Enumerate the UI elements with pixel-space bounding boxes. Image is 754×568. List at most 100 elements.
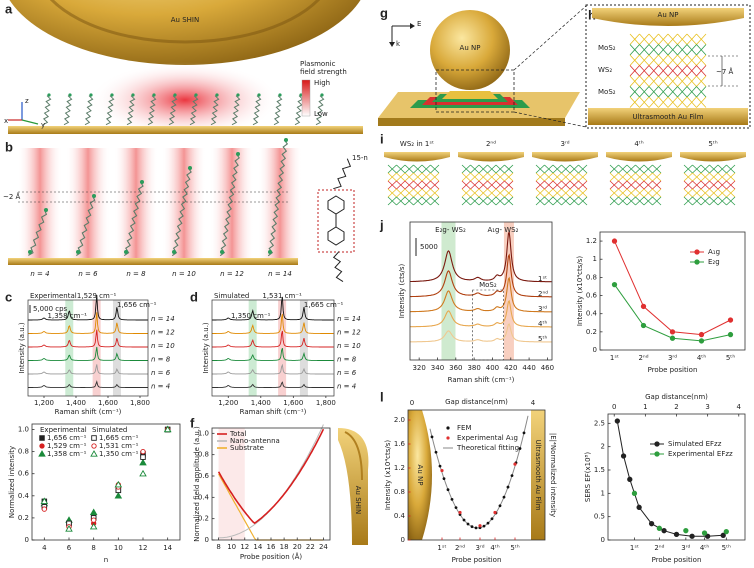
- position-label: 4ᵗʰ: [634, 140, 644, 148]
- line: [692, 172, 702, 182]
- x-tick-label: 1,600: [283, 399, 303, 407]
- line: [648, 96, 659, 108]
- marker: [656, 525, 663, 531]
- series-line: [616, 420, 724, 537]
- x-tick-label: 18: [280, 543, 289, 551]
- line: [652, 164, 662, 174]
- line: [404, 180, 414, 190]
- y-tick-label: 1.6: [394, 440, 406, 448]
- layer-label: WS₂: [598, 66, 612, 74]
- panel-label: c: [5, 289, 12, 304]
- line: [461, 164, 471, 174]
- marker: [698, 331, 705, 338]
- line: [717, 180, 727, 190]
- panel-title: Simulated: [214, 292, 249, 300]
- atom: [28, 250, 32, 254]
- line: [421, 196, 431, 206]
- x-tick-label: 1,800: [316, 399, 336, 407]
- atom: [220, 250, 224, 254]
- line: [629, 96, 640, 108]
- x-tick-label: 12: [139, 544, 148, 552]
- film-label: Ultrasmooth Au Film: [632, 113, 703, 121]
- atom: [268, 250, 272, 254]
- line: [430, 180, 440, 190]
- line: [696, 86, 707, 98]
- line: [535, 196, 545, 206]
- line: [629, 86, 640, 98]
- y-tick-label: 0.4: [394, 512, 406, 520]
- y-tick-label: 0.6: [198, 472, 210, 480]
- panel-title: Experimental: [30, 292, 77, 300]
- line: [478, 164, 488, 174]
- spectrum: [212, 381, 334, 388]
- n-label: n = 14: [337, 315, 361, 323]
- peak-label: 1,358 cm⁻¹: [48, 312, 88, 320]
- line: [421, 180, 431, 190]
- atom: [68, 93, 72, 97]
- x-tick-label: 2ⁿᵈ: [638, 354, 648, 362]
- np-label: Au NP: [460, 44, 481, 52]
- fem-point: [486, 521, 490, 525]
- panel-label: f: [190, 415, 195, 430]
- marker: [661, 528, 667, 534]
- line: [478, 196, 488, 206]
- line: [609, 180, 619, 190]
- peak-label: 1,531 cm⁻¹: [262, 292, 302, 300]
- line: [578, 164, 588, 174]
- line: [717, 172, 727, 182]
- legend-label: Theoretical fitting: [456, 444, 519, 452]
- n-label: n = 4: [30, 270, 49, 278]
- atom: [215, 93, 219, 97]
- line: [535, 172, 545, 182]
- n-label: n = 6: [151, 369, 171, 377]
- line: [626, 188, 636, 198]
- x-tick-label: 5ᵗʰ: [510, 544, 520, 552]
- shape: [408, 410, 432, 540]
- line: [478, 180, 488, 190]
- au-shin-shell: [49, 0, 321, 44]
- fem-point: [498, 504, 502, 508]
- line: [717, 164, 727, 174]
- line: [639, 65, 650, 77]
- x-axis-title: Raman shift (cm⁻¹): [55, 408, 122, 416]
- x-tick-label: 1ˢᵗ: [610, 354, 619, 362]
- fem-point: [518, 447, 522, 450]
- shape: [112, 300, 121, 396]
- marker: [669, 329, 676, 335]
- x-tick-label: 6: [67, 544, 72, 552]
- x-axis-title: Raman shift (cm⁻¹): [448, 376, 515, 384]
- atom: [131, 93, 135, 97]
- line: [658, 44, 669, 56]
- n-label: n = 8: [126, 270, 146, 278]
- line: [696, 33, 707, 45]
- line: [696, 96, 707, 108]
- marker: [631, 490, 638, 496]
- atom: [299, 93, 303, 97]
- line: [648, 33, 659, 45]
- colorbar-high: High: [314, 79, 330, 87]
- x-tick-label: 0: [612, 403, 616, 411]
- x-tick-label: 8: [216, 543, 220, 551]
- peak-label: 1,350 cm⁻¹: [231, 312, 271, 320]
- line: [643, 164, 653, 174]
- line: [552, 196, 562, 206]
- line: [726, 180, 736, 190]
- shape: [317, 189, 355, 253]
- legend-label: Experimental EFzz: [668, 450, 733, 458]
- legend-marker: [694, 249, 700, 255]
- line: [470, 196, 480, 206]
- line: [686, 96, 697, 108]
- line: [495, 172, 505, 182]
- line: [569, 188, 579, 198]
- line: [544, 172, 554, 182]
- marker: [89, 508, 98, 516]
- y-tick-label: 1.5: [594, 466, 605, 474]
- line: [430, 164, 440, 174]
- line: [561, 180, 571, 190]
- mos2-label: MoS₂: [479, 281, 497, 289]
- spectrum: [212, 347, 334, 361]
- shape: [588, 108, 748, 125]
- marker: [669, 335, 676, 341]
- line: [561, 164, 571, 174]
- shape: [531, 410, 545, 540]
